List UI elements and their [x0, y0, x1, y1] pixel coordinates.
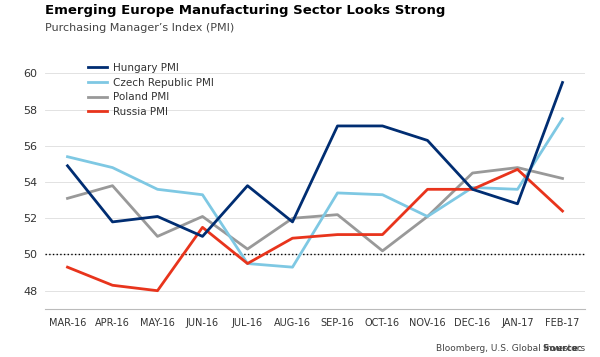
Text: Source:: Source: [542, 344, 584, 353]
Text: Emerging Europe Manufacturing Sector Looks Strong: Emerging Europe Manufacturing Sector Loo… [45, 4, 445, 16]
Text: Purchasing Manager’s Index (PMI): Purchasing Manager’s Index (PMI) [45, 23, 234, 33]
Text: Bloomberg, U.S. Global Investors: Bloomberg, U.S. Global Investors [436, 344, 585, 353]
Legend: Hungary PMI, Czech Republic PMI, Poland PMI, Russia PMI: Hungary PMI, Czech Republic PMI, Poland … [88, 63, 214, 117]
